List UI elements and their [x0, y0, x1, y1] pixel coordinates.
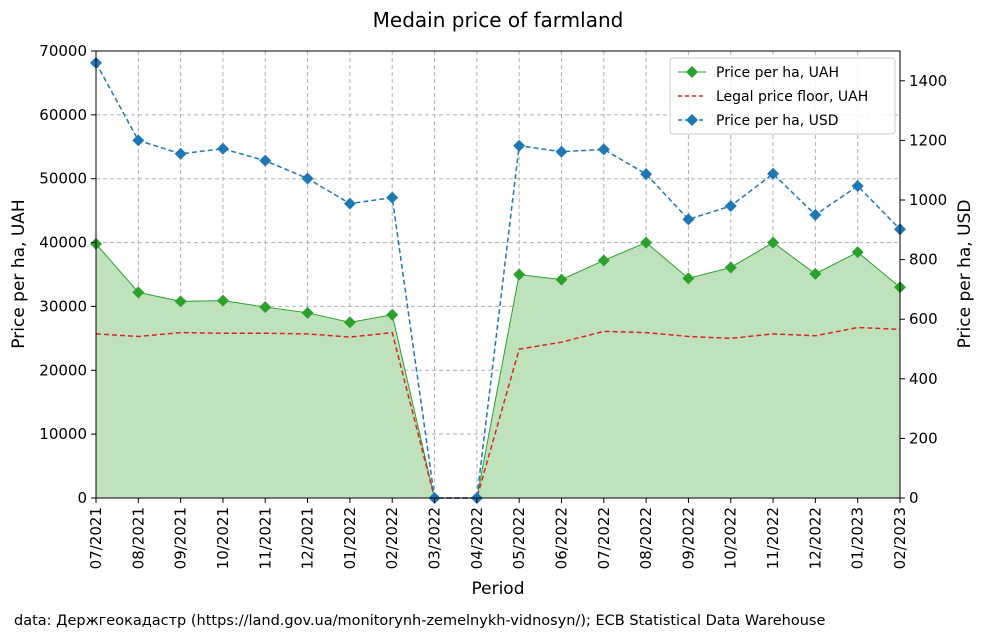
x-tick-label: 02/2023: [891, 507, 909, 569]
x-tick-label: 08/2021: [129, 507, 147, 569]
plot-frame: [95, 50, 901, 499]
point-usd: [809, 208, 822, 221]
x-tick-label: 07/2021: [87, 507, 105, 569]
y-right-tick-label: 0: [909, 489, 919, 507]
left-y-axis: 0 10000 20000 30000 40000 50000 60000 70000: [39, 42, 96, 507]
point-uah: [132, 286, 145, 299]
legend-marker-uah: [686, 66, 698, 78]
lines-layer: [95, 62, 901, 499]
legend-label-usd: Price per ha, USD: [716, 113, 839, 129]
point-uah: [386, 308, 399, 321]
legend: Price per ha, UAH Legal price floor, UAH…: [669, 57, 896, 135]
point-usd: [640, 168, 653, 181]
y-left-tick-label: 40000: [39, 234, 87, 252]
source-note: data: Держгеокадастр (https://land.gov.u…: [14, 613, 825, 629]
right-y-axis: 0 200 400 600 800 1000 1200 1400: [900, 72, 947, 507]
point-uah: [640, 236, 653, 249]
point-usd: [259, 154, 272, 167]
point-usd: [343, 197, 356, 210]
x-tick-label: 05/2022: [510, 507, 528, 569]
x-tick-label: 08/2022: [637, 507, 655, 569]
point-usd: [386, 191, 399, 204]
point-uah: [724, 261, 737, 274]
x-axis-title: Period: [471, 579, 524, 599]
x-tick-label: 01/2022: [341, 507, 359, 569]
y-right-tick-label: 600: [909, 310, 938, 328]
point-uah: [682, 272, 695, 285]
x-tick-label: 11/2021: [256, 507, 274, 569]
x-tick-label: 07/2022: [595, 507, 613, 569]
y-axis-left-title: Price per ha, UAH: [9, 199, 29, 348]
series-area-uah: [96, 242, 900, 498]
point-usd: [597, 143, 610, 156]
point-uah: [343, 316, 356, 329]
y-left-tick-label: 0: [77, 489, 87, 507]
point-uah: [851, 246, 864, 259]
x-tick-label: 11/2022: [764, 507, 782, 569]
x-axis: 07/2021 08/2021 09/2021 10/2021 11/2021 12/20…: [87, 498, 909, 569]
x-tick-label: 09/2022: [679, 507, 697, 569]
x-tick-label: 12/2021: [299, 507, 317, 569]
legend-label-uah: Price per ha, UAH: [716, 65, 839, 81]
point-uah: [513, 268, 526, 281]
legend-marker-usd: [686, 114, 698, 126]
x-tick-label: 10/2022: [722, 507, 740, 569]
y-right-tick-label: 200: [909, 429, 938, 447]
series-line-usd: [95, 62, 901, 499]
series-line-floor: [95, 326, 901, 499]
y-left-tick-label: 60000: [39, 106, 87, 124]
x-tick-label: 02/2022: [383, 507, 401, 569]
y-left-tick-label: 20000: [39, 361, 87, 379]
series-line-uah: [95, 241, 901, 499]
x-tick-label: 10/2021: [214, 507, 232, 569]
y-right-tick-label: 400: [909, 370, 938, 388]
x-tick-label: 04/2022: [468, 507, 486, 569]
legend-label-floor: Legal price floor, UAH: [716, 89, 868, 105]
y-left-tick-label: 30000: [39, 297, 87, 315]
point-usd: [301, 172, 314, 185]
point-uah: [259, 301, 272, 314]
chart-title: Medain price of farmland: [373, 8, 624, 32]
y-axis-right-title: Price per ha, USD: [955, 200, 975, 349]
point-usd: [555, 145, 568, 158]
point-uah: [301, 306, 314, 319]
point-usd: [174, 147, 187, 160]
point-uah: [767, 236, 780, 249]
point-usd: [724, 199, 737, 212]
point-uah: [597, 254, 610, 267]
x-tick-label: 06/2022: [552, 507, 570, 569]
y-left-tick-label: 10000: [39, 425, 87, 443]
point-uah: [809, 267, 822, 280]
point-uah: [174, 295, 187, 308]
x-tick-label: 01/2023: [849, 507, 867, 569]
x-tick-label: 03/2022: [426, 507, 444, 569]
area-layer: [96, 242, 900, 498]
point-uah: [555, 273, 568, 286]
legend-box: [669, 57, 896, 135]
point-usd: [682, 213, 695, 226]
point-usd: [851, 179, 864, 192]
x-tick-label: 12/2022: [806, 507, 824, 569]
y-right-tick-label: 1000: [909, 191, 947, 209]
point-usd: [513, 139, 526, 152]
y-left-tick-label: 70000: [39, 42, 87, 60]
point-uah: [216, 294, 229, 307]
x-tick-label: 09/2021: [172, 507, 190, 569]
point-usd: [216, 142, 229, 155]
y-right-tick-label: 800: [909, 251, 938, 269]
y-right-tick-label: 1200: [909, 131, 947, 149]
point-usd: [132, 134, 145, 147]
y-left-tick-label: 50000: [39, 170, 87, 188]
point-usd: [767, 167, 780, 180]
y-right-tick-label: 1400: [909, 72, 947, 90]
